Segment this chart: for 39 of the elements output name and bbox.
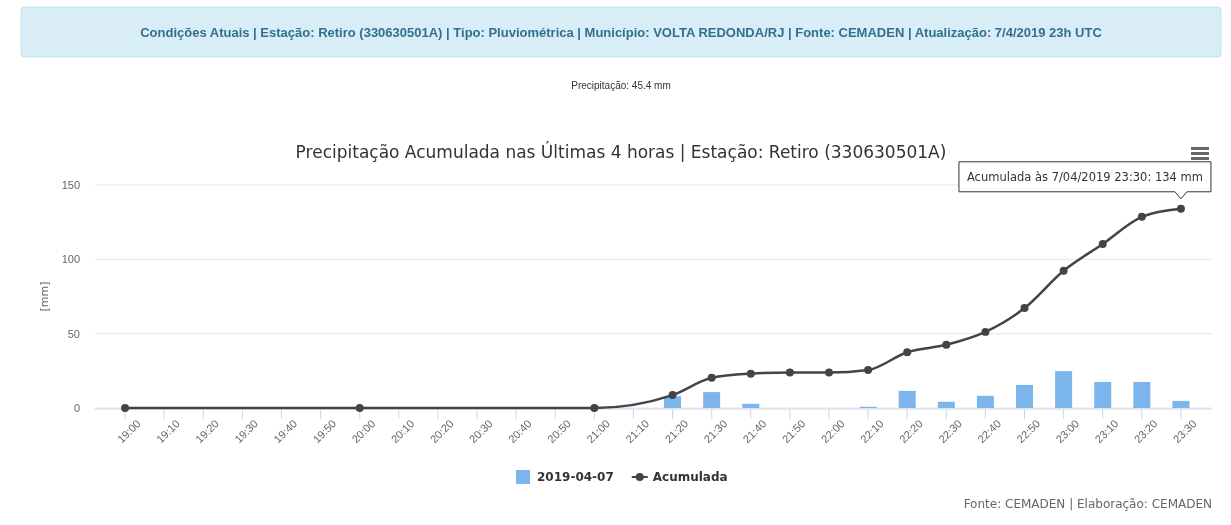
point: [1098, 240, 1107, 248]
y-tick-label: 100: [61, 253, 80, 266]
point: [355, 404, 364, 412]
point: [942, 340, 951, 349]
point: [981, 327, 990, 336]
point: [668, 391, 677, 400]
point: [1176, 204, 1185, 213]
bar: [1133, 381, 1151, 408]
point: [1137, 212, 1146, 221]
bar: [1055, 371, 1073, 408]
point: [864, 365, 873, 374]
point: [1059, 266, 1068, 275]
y-axis-title: [mm]: [38, 281, 51, 312]
legend-label: 2019-04-07: [537, 470, 614, 484]
point: [903, 348, 912, 357]
point: [746, 369, 755, 378]
source-note: Fonte: CEMADEN | Elaboração: CEMADEN: [963, 497, 1212, 511]
legend-label: Acumulada: [652, 470, 728, 484]
bar: [937, 401, 955, 408]
bar: [703, 392, 721, 408]
annotation: Acumulada às 7/04/2019 23:30: 134 mm: [966, 169, 1203, 184]
bar: [1016, 384, 1034, 408]
point: [121, 404, 130, 412]
point: [1020, 304, 1029, 313]
bar: [976, 395, 994, 408]
y-tick-label: 50: [67, 327, 80, 340]
chart-subtitle: Precipitação: 45.4 mm: [571, 80, 671, 91]
point: [824, 368, 833, 377]
point: [785, 368, 794, 377]
chart-title: Precipitação Acumulada nas Últimas 4 horas | Estação: Retiro (330630501A): [295, 141, 947, 162]
point: [707, 373, 716, 382]
point: [590, 404, 599, 412]
y-tick-label: 0: [73, 402, 80, 415]
y-tick-label: 150: [61, 179, 80, 192]
bar: [898, 390, 916, 408]
bar: [1172, 400, 1190, 408]
text: Condições Atuais | Estação: Retiro (330630501A) | Tipo: Pluviométrica | Município: VOLTA REDONDA/RJ | Fonte: CEMADEN | Atualização: 7/4/2019 23h UTC: [140, 25, 1103, 40]
bar: [1094, 381, 1112, 408]
bar: [742, 403, 760, 408]
